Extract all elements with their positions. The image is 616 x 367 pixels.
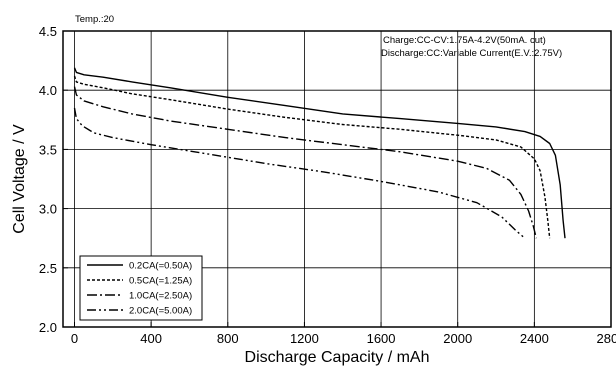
y-tick-label: 3.5 bbox=[39, 142, 57, 157]
legend-label: 2.0CA(=5.00A) bbox=[129, 306, 192, 317]
x-tick-label: 1600 bbox=[367, 331, 396, 346]
x-tick-label: 0 bbox=[71, 331, 78, 346]
x-tick-label: 2000 bbox=[443, 331, 472, 346]
series-line-2 bbox=[73, 75, 551, 239]
x-tick-label: 400 bbox=[140, 331, 162, 346]
y-tick-label: 2.0 bbox=[39, 320, 57, 335]
legend-label: 0.2CA(=0.50A) bbox=[129, 261, 192, 272]
plot-frame bbox=[62, 30, 612, 328]
x-tick-label: 2400 bbox=[520, 331, 549, 346]
legend-label: 0.5CA(=1.25A) bbox=[129, 276, 192, 287]
series-layer bbox=[73, 67, 566, 239]
legend: 0.2CA(=0.50A) 0.5CA(=1.25A) 1.0CA(=2.50A) 2… bbox=[79, 255, 203, 321]
x-tick-label: 1200 bbox=[290, 331, 319, 346]
temp-note: Temp.:20 bbox=[75, 14, 114, 25]
x-axis-label: Discharge Capacity / mAh bbox=[245, 349, 430, 366]
series-line-3 bbox=[73, 86, 537, 239]
discharge-note: Discharge:CC:Variable Current(E.V.:2.75V… bbox=[381, 48, 562, 59]
series-line-1 bbox=[73, 67, 566, 239]
ticks: 0 400 800 1200 1600 2000 2400 2800 2.0 2.5 3.0 3.5 4… bbox=[39, 24, 616, 346]
x-tick-label: 2800 bbox=[597, 331, 616, 346]
charge-note: Charge:CC-CV:1.75A-4.2V(50mA. cut) bbox=[383, 35, 546, 46]
y-tick-label: 3.0 bbox=[39, 202, 57, 217]
y-tick-label: 4.0 bbox=[39, 83, 57, 98]
y-tick-label: 2.5 bbox=[39, 261, 57, 276]
legend-label: 1.0CA(=2.50A) bbox=[129, 291, 192, 302]
y-axis-label: Cell Voltage / V bbox=[11, 124, 28, 234]
y-tick-label: 4.5 bbox=[39, 24, 57, 39]
x-tick-label: 800 bbox=[217, 331, 239, 346]
series-line-4 bbox=[73, 107, 526, 239]
